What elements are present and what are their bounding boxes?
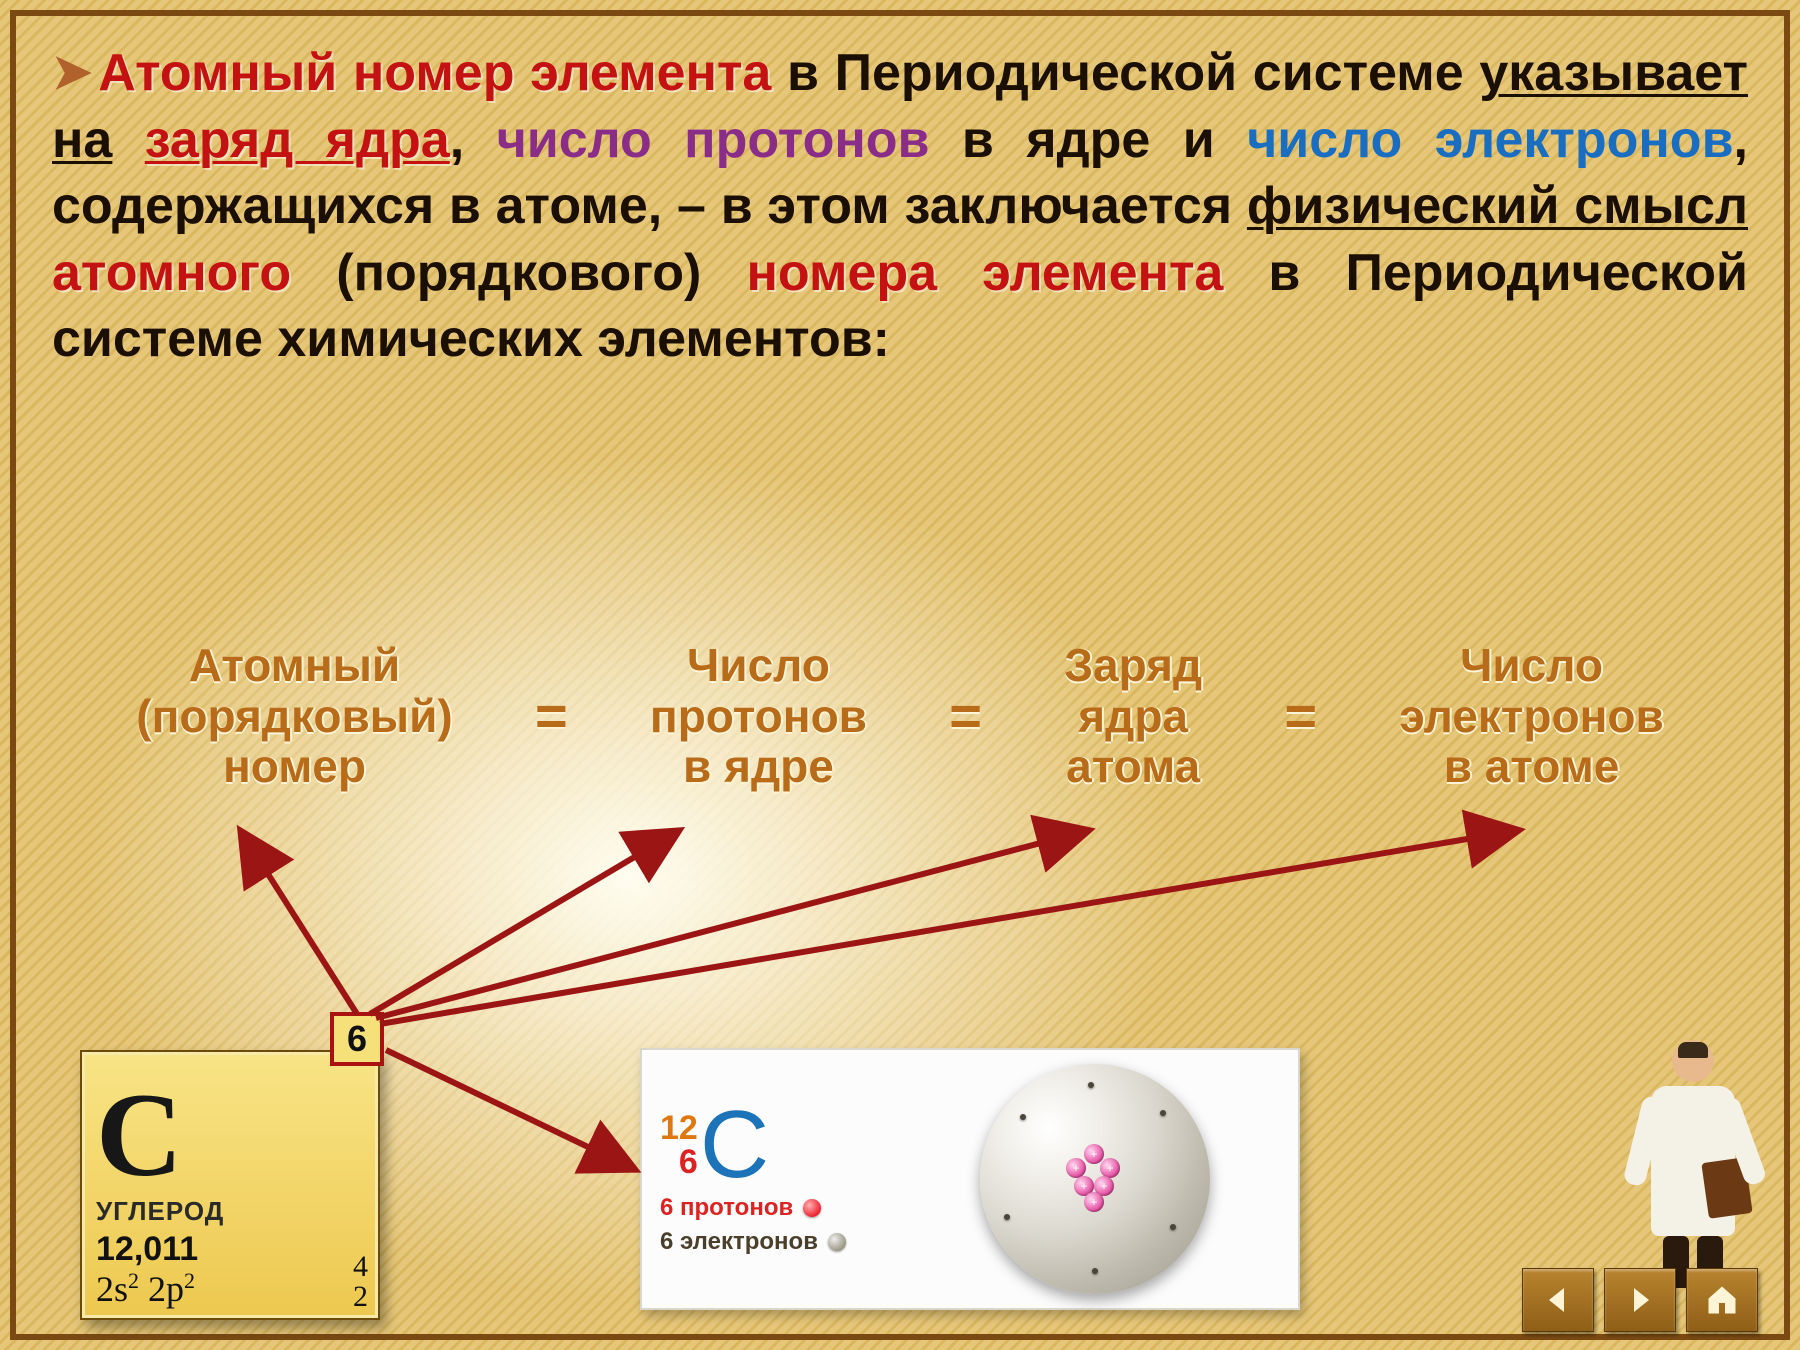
eq-text: атома bbox=[1064, 741, 1202, 792]
main-paragraph: ➤Атомный номер элемента в Периодической … bbox=[52, 40, 1748, 373]
bullet-icon: ➤ bbox=[52, 46, 92, 99]
scientist-figure bbox=[1638, 1040, 1748, 1300]
text-underline-2: физический смысл bbox=[1247, 177, 1748, 235]
nav-prev-button[interactable] bbox=[1522, 1268, 1594, 1332]
text-charge: заряд ядра bbox=[145, 111, 450, 169]
eq-text: номер bbox=[136, 741, 452, 792]
nav-buttons bbox=[1522, 1268, 1758, 1332]
electrons-legend: 6 электронов bbox=[660, 1228, 846, 1256]
eq-text: Число bbox=[650, 640, 867, 691]
atom-sphere: + + + + + + bbox=[910, 1059, 1280, 1299]
nav-next-button[interactable] bbox=[1604, 1268, 1676, 1332]
eq-col-2: Число протонов в ядре bbox=[650, 640, 867, 792]
nav-home-button[interactable] bbox=[1686, 1268, 1758, 1332]
element-mass: 12,011 bbox=[96, 1230, 198, 1269]
protons-label: 6 протонов bbox=[660, 1194, 793, 1222]
chevron-left-icon bbox=[1540, 1282, 1576, 1318]
eq-text: (порядковый) bbox=[136, 691, 452, 742]
equals-sign: = bbox=[1278, 683, 1323, 748]
home-icon bbox=[1704, 1282, 1740, 1318]
shell-val: 4 bbox=[353, 1252, 368, 1282]
text-electrons: число электронов bbox=[1247, 111, 1733, 169]
atomic-number-box: 6 bbox=[330, 1012, 384, 1066]
eq-text: Число bbox=[1399, 640, 1663, 691]
mass-number: 12 bbox=[660, 1111, 698, 1145]
eq-text: протонов bbox=[650, 691, 867, 742]
text: , bbox=[450, 111, 497, 169]
text-protons: число протонов bbox=[497, 111, 930, 169]
eq-text: электронов bbox=[1399, 691, 1663, 742]
element-symbol: C bbox=[96, 1066, 183, 1204]
eq-text: Заряд bbox=[1064, 640, 1202, 691]
electron-config: 2s2 2p2 bbox=[96, 1268, 195, 1310]
electron-dot-icon bbox=[828, 1233, 846, 1251]
text: в Периодической системе bbox=[771, 44, 1463, 102]
protons-legend: 6 протонов bbox=[660, 1194, 821, 1222]
equation-row: Атомный (порядковый) номер = Число прото… bbox=[0, 640, 1800, 792]
nuclide-symbol: С bbox=[700, 1102, 769, 1188]
atom-card: 12 6 С 6 протонов 6 электронов + + + + +… bbox=[640, 1048, 1300, 1310]
element-name: УГЛЕРОД bbox=[96, 1196, 224, 1227]
eq-text: Атомный bbox=[136, 640, 452, 691]
nuclide-notation: 12 6 С bbox=[660, 1102, 769, 1188]
eq-col-1: Атомный (порядковый) номер bbox=[136, 640, 452, 792]
electrons-label: 6 электронов bbox=[660, 1228, 818, 1256]
text: (порядкового) bbox=[291, 244, 746, 302]
text-number-el: номера элемента bbox=[746, 244, 1223, 302]
chevron-right-icon bbox=[1622, 1282, 1658, 1318]
shell-col: 4 2 bbox=[353, 1252, 368, 1312]
eq-text: в ядре bbox=[650, 741, 867, 792]
eq-text: в атоме bbox=[1399, 741, 1663, 792]
text-atomic: атомного bbox=[52, 244, 291, 302]
shell-val: 2 bbox=[353, 1282, 368, 1312]
equals-sign: = bbox=[529, 683, 574, 748]
text: в ядре и bbox=[929, 111, 1247, 169]
equals-sign: = bbox=[943, 683, 988, 748]
atom-legend: 12 6 С 6 протонов 6 электронов bbox=[660, 1102, 890, 1256]
periodic-cell: C УГЛЕРОД 12,011 2s2 2p2 4 2 bbox=[80, 1050, 380, 1320]
eq-col-4: Число электронов в атоме bbox=[1399, 640, 1663, 792]
atom-ball: + + + + + + bbox=[980, 1064, 1210, 1294]
proton-number: 6 bbox=[679, 1145, 698, 1179]
text-atomic-number: Атомный номер элемента bbox=[98, 44, 771, 102]
eq-text: ядра bbox=[1064, 691, 1202, 742]
eq-col-3: Заряд ядра атома bbox=[1064, 640, 1202, 792]
nucleus: + + + + + + bbox=[1060, 1144, 1130, 1214]
proton-dot-icon bbox=[803, 1199, 821, 1217]
